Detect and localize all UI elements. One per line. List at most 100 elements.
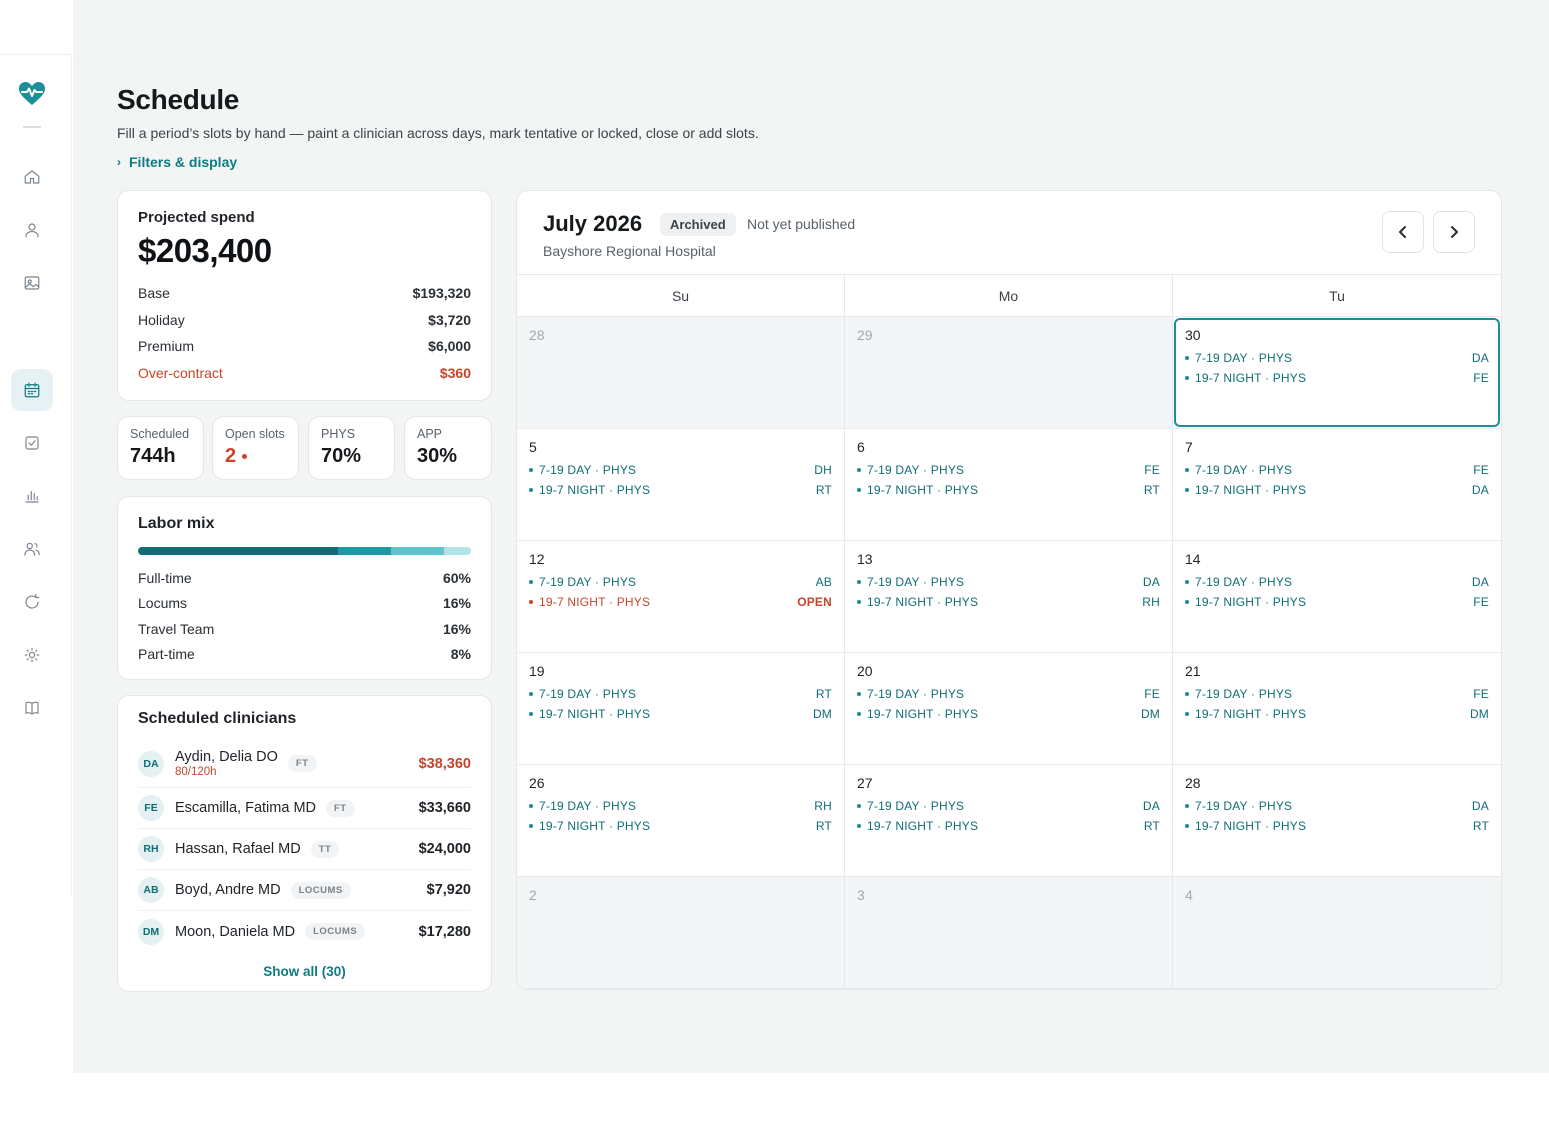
shift-slot[interactable]: 19-7 NIGHT · PHYS RT [1185,819,1489,833]
stat-open-slots[interactable]: Open slots 2 [212,416,299,480]
shift-slot[interactable]: 19-7 NIGHT · PHYS RT [529,483,832,497]
sidebar-item-docs[interactable] [11,687,53,729]
shift-slot[interactable]: 7-19 DAY · PHYS AB [529,575,832,589]
sidebar-item-media[interactable] [11,262,53,304]
next-period-button[interactable] [1433,211,1475,253]
calendar-day-cell[interactable]: 20 7-19 DAY · PHYS FE 19-7 NIGHT · PHYS DM [845,653,1173,764]
sidebar-item-team[interactable] [11,528,53,570]
calendar-day-cell[interactable]: 30 7-19 DAY · PHYS DA 19-7 NIGHT · PHYS FE [1173,317,1501,428]
calendar-day-cell[interactable]: 21 7-19 DAY · PHYS FE 19-7 NIGHT · PHYS DM [1173,653,1501,764]
calendar-day-cell[interactable]: 29 [845,317,1173,428]
hours-warning: 80/120h [175,766,217,778]
labor-mix-segment [337,547,392,555]
calendar-day-cell[interactable]: 27 7-19 DAY · PHYS DA 19-7 NIGHT · PHYS RT [845,765,1173,876]
shift-label: 7-19 DAY · PHYS [539,575,637,589]
bullet-icon [529,468,533,472]
avatar: FE [138,795,164,821]
prev-period-button[interactable] [1382,211,1424,253]
shift-slot[interactable]: 7-19 DAY · PHYS DA [1185,575,1489,589]
shift-slot[interactable]: 7-19 DAY · PHYS DA [857,799,1160,813]
clinician-row[interactable]: FE Escamilla, Fatima MD FT $33,660 [138,788,471,829]
shift-label: 7-19 DAY · PHYS [1195,687,1293,701]
shift-slot[interactable]: 19-7 NIGHT · PHYS DM [529,707,832,721]
bullet-icon [857,488,861,492]
shift-slot[interactable]: 7-19 DAY · PHYS FE [857,687,1160,701]
day-number: 28 [529,327,545,343]
calendar-day-cell[interactable]: 6 7-19 DAY · PHYS FE 19-7 NIGHT · PHYS RT [845,429,1173,540]
shift-slot[interactable]: 19-7 NIGHT · PHYS FE [1185,595,1489,609]
day-number: 19 [529,663,545,679]
shift-slot[interactable]: 19-7 NIGHT · PHYS RH [857,595,1160,609]
calendar-day-cell[interactable]: 28 [517,317,845,428]
assignee-initials: FE [1473,371,1489,385]
day-number: 6 [857,439,865,455]
calendar-day-cell[interactable]: 19 7-19 DAY · PHYS RT 19-7 NIGHT · PHYS DM [517,653,845,764]
shift-slot[interactable]: 7-19 DAY · PHYS DA [1185,351,1489,365]
sidebar-item-reports[interactable] [11,475,53,517]
shift-label: 19-7 NIGHT · PHYS [1195,371,1307,385]
labor-row-locums: Locums 16% [138,595,471,612]
calendar-week: 26 7-19 DAY · PHYS RH 19-7 NIGHT · PHYS RT 27… [517,765,1501,877]
shift-slot[interactable]: 7-19 DAY · PHYS DH [529,463,832,477]
publish-status: Not yet published [747,216,856,232]
shift-slot[interactable]: 7-19 DAY · PHYS FE [1185,687,1489,701]
show-all-link[interactable]: Show all (30) [263,964,346,979]
shift-slot[interactable]: 19-7 NIGHT · PHYS RT [857,819,1160,833]
day-number: 21 [1185,663,1201,679]
calendar-day-cell[interactable]: 13 7-19 DAY · PHYS DA 19-7 NIGHT · PHYS RH [845,541,1173,652]
calendar-day-cell[interactable]: 3 [845,877,1173,988]
shift-slot[interactable]: 7-19 DAY · PHYS RH [529,799,832,813]
sidebar-item-settings[interactable] [11,634,53,676]
clinician-row[interactable]: DA Aydin, Delia DO 80/120h FT $38,360 [138,740,471,788]
sidebar-item-schedule[interactable] [11,369,53,411]
main-content: Schedule Fill a period’s slots by hand —… [73,0,1549,1073]
dow-sunday: Su [517,275,845,316]
shift-slot[interactable]: 19-7 NIGHT · PHYS DA [1185,483,1489,497]
assignee-initials: DA [1142,575,1160,589]
clinician-row[interactable]: DM Moon, Daniela MD LOCUMS $17,280 [138,911,471,952]
bullet-icon [529,824,533,828]
shift-slot[interactable]: 7-19 DAY · PHYS FE [1185,463,1489,477]
bullet-icon [857,468,861,472]
assignee-initials: DM [812,707,832,721]
image-icon [24,276,40,290]
spend-label: Projected spend [138,209,255,226]
bullet-icon [857,580,861,584]
shift-label: 19-7 NIGHT · PHYS [867,483,979,497]
sidebar-item-sync[interactable] [11,581,53,623]
book-icon [25,701,39,715]
assignee-initials: RH [1142,595,1160,609]
calendar-day-cell[interactable]: 26 7-19 DAY · PHYS RH 19-7 NIGHT · PHYS RT [517,765,845,876]
bullet-icon [857,824,861,828]
day-of-week-header: Su Mo Tu [517,275,1501,317]
calendar-day-cell[interactable]: 5 7-19 DAY · PHYS DH 19-7 NIGHT · PHYS RT [517,429,845,540]
shift-slot[interactable]: 19-7 NIGHT · PHYS DM [1185,707,1489,721]
calendar-day-cell[interactable]: 4 [1173,877,1501,988]
shift-label: 7-19 DAY · PHYS [1195,463,1293,477]
sidebar-item-home[interactable] [11,156,53,198]
clinician-row[interactable]: RH Hassan, Rafael MD TT $24,000 [138,829,471,870]
heart-pulse-icon[interactable] [18,81,46,107]
calendar-day-cell[interactable]: 14 7-19 DAY · PHYS DA 19-7 NIGHT · PHYS FE [1173,541,1501,652]
sidebar-item-tasks[interactable] [11,422,53,464]
open-slot[interactable]: 19-7 NIGHT · PHYS OPEN [529,595,832,609]
clinician-row[interactable]: AB Boyd, Andre MD LOCUMS $7,920 [138,870,471,911]
shift-slot[interactable]: 19-7 NIGHT · PHYS RT [857,483,1160,497]
shift-slot[interactable]: 7-19 DAY · PHYS DA [857,575,1160,589]
shift-slot[interactable]: 7-19 DAY · PHYS DA [1185,799,1489,813]
calendar-day-cell[interactable]: 2 [517,877,845,988]
shift-slot[interactable]: 19-7 NIGHT · PHYS RT [529,819,832,833]
status-badge: Archived [660,213,736,236]
shift-slot[interactable]: 19-7 NIGHT · PHYS FE [1185,371,1489,385]
sidebar-item-profile[interactable] [11,209,53,251]
shift-slot[interactable]: 19-7 NIGHT · PHYS DM [857,707,1160,721]
shift-slot[interactable]: 7-19 DAY · PHYS FE [857,463,1160,477]
calendar-day-cell[interactable]: 12 7-19 DAY · PHYS AB 19-7 NIGHT · PHYS OPEN [517,541,845,652]
shift-slot[interactable]: 7-19 DAY · PHYS RT [529,687,832,701]
spend-row-holiday: Holiday $3,720 [138,311,471,328]
calendar-day-cell[interactable]: 28 7-19 DAY · PHYS DA 19-7 NIGHT · PHYS RT [1173,765,1501,876]
bullet-icon [1185,488,1189,492]
filters-toggle[interactable]: › Filters & display [117,154,237,170]
assignee-initials: FE [1473,687,1489,701]
calendar-day-cell[interactable]: 7 7-19 DAY · PHYS FE 19-7 NIGHT · PHYS DA [1173,429,1501,540]
